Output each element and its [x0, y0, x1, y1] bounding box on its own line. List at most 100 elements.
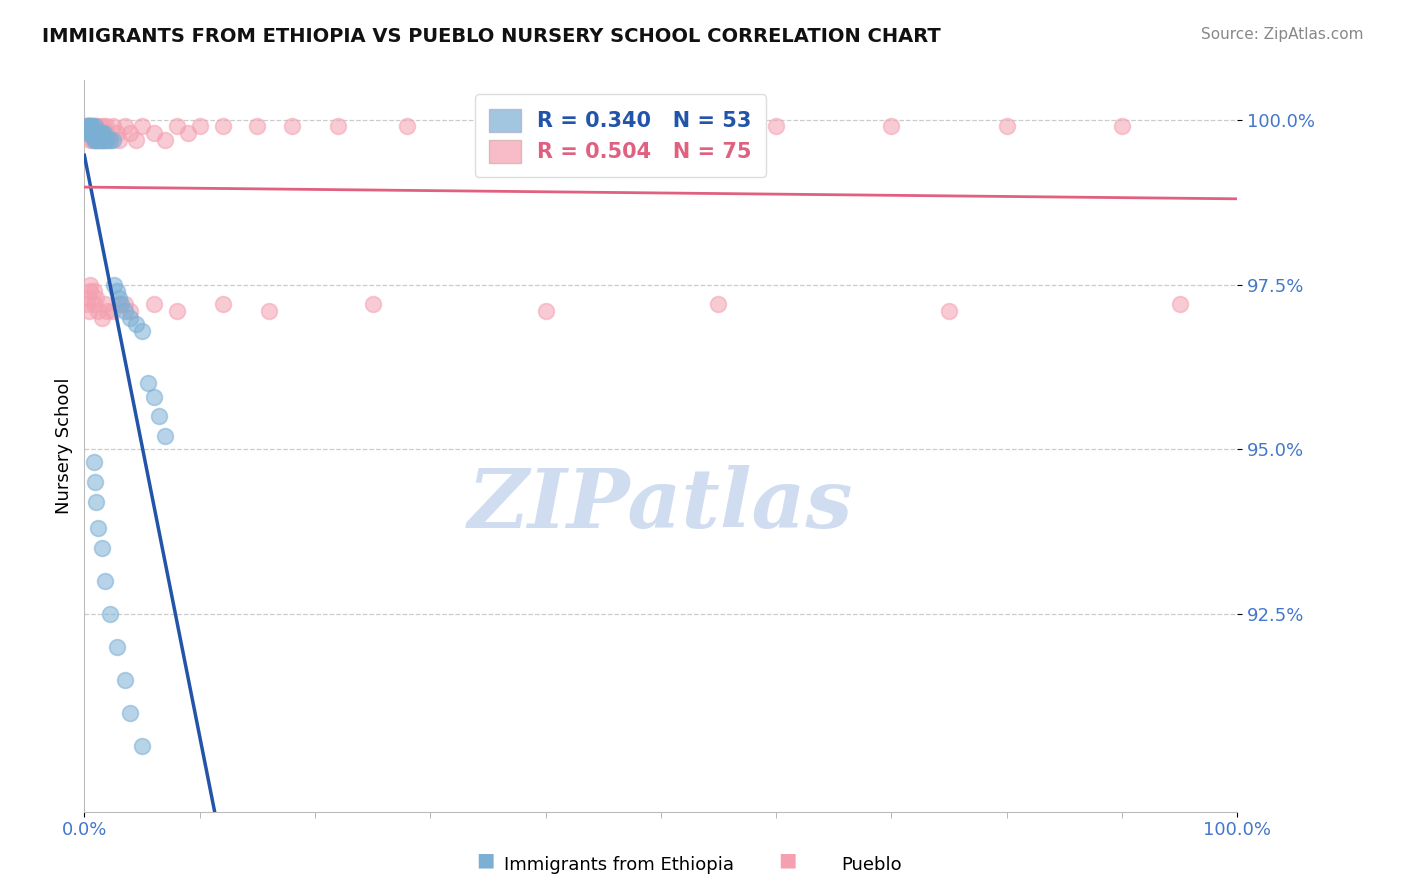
Point — [87, 304, 110, 318]
Point — [83, 126, 105, 140]
Point — [211, 120, 233, 134]
Point — [84, 291, 107, 305]
Point — [76, 297, 98, 311]
Point — [707, 297, 730, 311]
Point — [534, 304, 557, 318]
Point — [84, 132, 107, 146]
Point — [326, 120, 349, 134]
Point — [148, 409, 170, 424]
Point — [96, 304, 118, 318]
Point — [77, 120, 100, 134]
Point — [90, 541, 112, 556]
Point — [89, 120, 111, 134]
Point — [557, 120, 579, 134]
Point — [396, 120, 419, 134]
Point — [477, 120, 499, 134]
Point — [77, 304, 100, 318]
Point — [108, 132, 131, 146]
Point — [89, 132, 111, 146]
Point — [90, 132, 112, 146]
Point — [120, 706, 142, 720]
Point — [131, 120, 153, 134]
Point — [103, 277, 125, 292]
Point — [103, 120, 124, 134]
Point — [114, 304, 136, 318]
Point — [80, 120, 103, 134]
Point — [131, 324, 153, 338]
Point — [83, 120, 105, 134]
Point — [114, 120, 136, 134]
Point — [75, 120, 97, 134]
Point — [96, 120, 118, 134]
Point — [94, 132, 117, 146]
Text: ZIPatlas: ZIPatlas — [468, 465, 853, 544]
Point — [93, 126, 115, 140]
Point — [84, 120, 107, 134]
Y-axis label: Nursery School: Nursery School — [55, 377, 73, 515]
Text: IMMIGRANTS FROM ETHIOPIA VS PUEBLO NURSERY SCHOOL CORRELATION CHART: IMMIGRANTS FROM ETHIOPIA VS PUEBLO NURSE… — [42, 27, 941, 45]
Point — [105, 126, 128, 140]
Point — [76, 120, 98, 134]
Point — [125, 132, 148, 146]
Point — [80, 126, 103, 140]
Point — [84, 495, 107, 509]
Point — [86, 126, 108, 140]
Point — [82, 132, 104, 146]
Point — [131, 739, 153, 753]
Point — [211, 297, 233, 311]
Point — [83, 132, 105, 146]
Point — [79, 120, 101, 134]
Point — [76, 120, 98, 134]
Point — [103, 132, 124, 146]
Point — [120, 126, 142, 140]
Point — [765, 120, 787, 134]
Point — [142, 126, 165, 140]
Point — [938, 304, 960, 318]
Point — [83, 284, 105, 298]
Point — [83, 475, 105, 490]
Point — [995, 120, 1018, 134]
Point — [79, 126, 101, 140]
Point — [1168, 297, 1191, 311]
Point — [89, 126, 111, 140]
Point — [76, 126, 98, 140]
Point — [83, 132, 105, 146]
Point — [105, 284, 128, 298]
Point — [83, 455, 105, 469]
Legend: R = 0.340   N = 53, R = 0.504   N = 75: R = 0.340 N = 53, R = 0.504 N = 75 — [475, 95, 766, 178]
Point — [79, 284, 101, 298]
Point — [77, 126, 100, 140]
Text: Pueblo: Pueblo — [841, 856, 903, 874]
Point — [79, 120, 101, 134]
Point — [83, 297, 105, 311]
Point — [108, 291, 131, 305]
Point — [98, 607, 121, 621]
Point — [105, 640, 128, 654]
Point — [166, 120, 188, 134]
Point — [90, 310, 112, 325]
Point — [108, 297, 131, 311]
Point — [110, 297, 132, 311]
Point — [76, 120, 98, 134]
Point — [94, 297, 117, 311]
Point — [153, 429, 176, 443]
Point — [166, 304, 188, 318]
Point — [87, 132, 110, 146]
Point — [84, 126, 107, 140]
Point — [281, 120, 304, 134]
Point — [87, 521, 110, 535]
Point — [79, 277, 101, 292]
Point — [76, 126, 98, 140]
Point — [142, 297, 165, 311]
Point — [125, 317, 148, 331]
Text: Source: ZipAtlas.com: Source: ZipAtlas.com — [1201, 27, 1364, 42]
Point — [87, 132, 110, 146]
Point — [114, 673, 136, 687]
Point — [93, 126, 115, 140]
Point — [188, 120, 211, 134]
Point — [114, 297, 136, 311]
Point — [90, 132, 112, 146]
Point — [96, 126, 118, 140]
Point — [80, 120, 103, 134]
Point — [82, 120, 104, 134]
